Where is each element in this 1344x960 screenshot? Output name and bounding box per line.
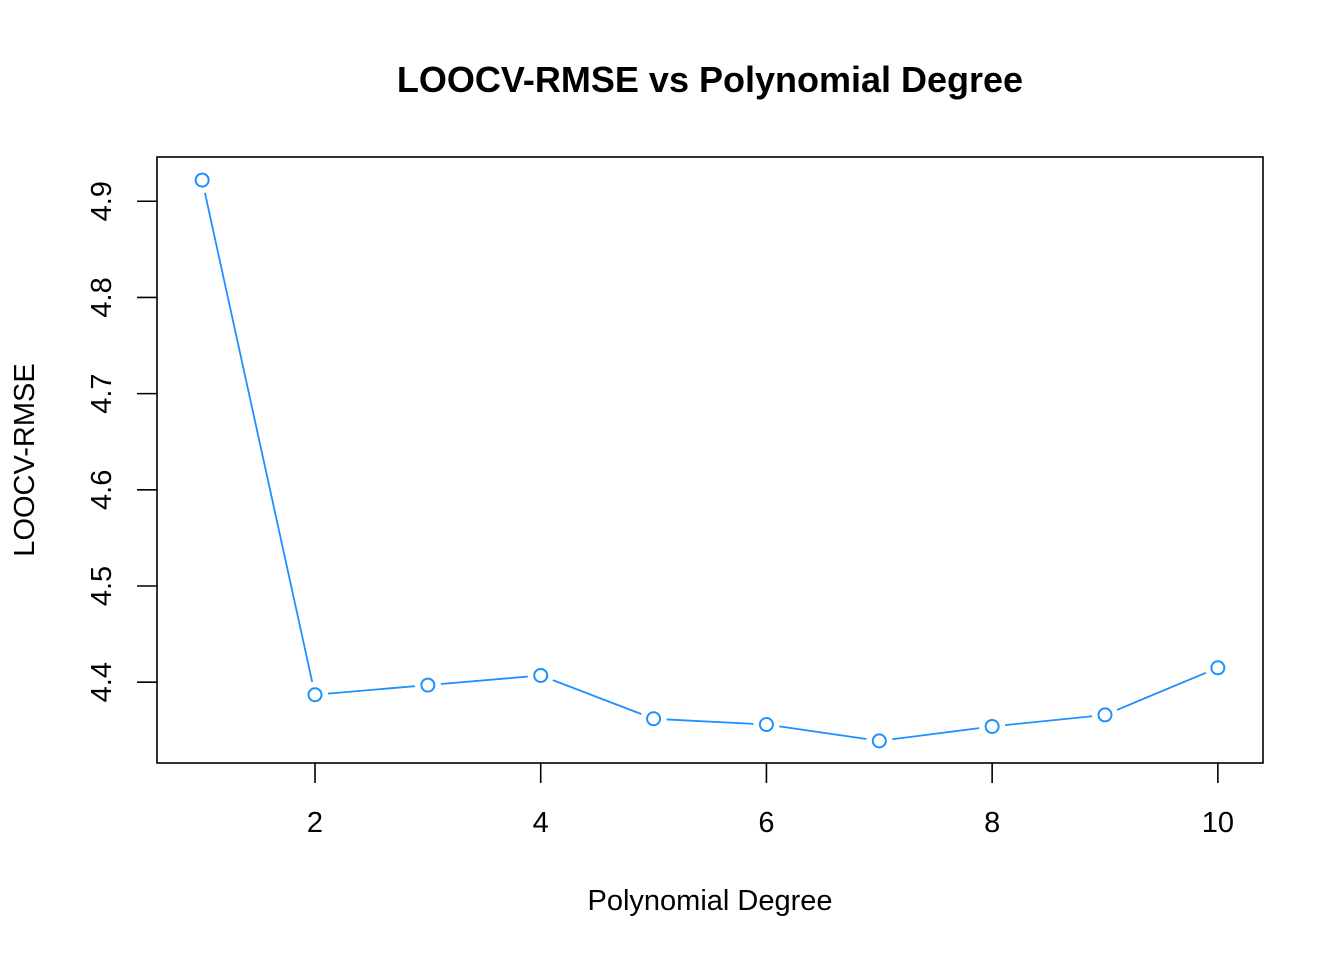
- series-line-segment: [779, 725, 867, 740]
- y-tick-label: 4.7: [86, 373, 118, 413]
- data-point: [194, 172, 210, 188]
- series-line-segment: [204, 192, 314, 683]
- y-axis: 4.4 4.5 4.6 4.7 4.8 4.9: [86, 181, 157, 702]
- x-tick-label: 10: [1202, 807, 1234, 839]
- series-line-segment: [552, 679, 642, 715]
- x-tick-label: 8: [984, 807, 1000, 839]
- chart-title: LOOCV-RMSE vs Polynomial Degree: [397, 59, 1023, 100]
- data-point: [984, 718, 1000, 734]
- series-line-segment: [892, 727, 980, 741]
- series-line-segment: [1116, 671, 1207, 711]
- series-line-segment: [1004, 715, 1093, 727]
- series-line-segment: [666, 718, 754, 725]
- data-point: [758, 717, 774, 733]
- data-point: [533, 667, 549, 683]
- y-tick-label: 4.6: [86, 470, 118, 510]
- x-tick-label: 2: [307, 807, 323, 839]
- x-axis: 2 4 6 8 10: [307, 763, 1234, 839]
- x-tick-label: 6: [758, 807, 774, 839]
- y-tick-label: 4.4: [86, 662, 118, 702]
- series-line-segment: [440, 675, 528, 685]
- x-tick-label: 4: [533, 807, 549, 839]
- y-tick-label: 4.8: [86, 277, 118, 317]
- y-tick-label: 4.9: [86, 181, 118, 221]
- data-point: [1210, 660, 1226, 676]
- data-point: [420, 677, 436, 693]
- data-point: [307, 687, 323, 703]
- plot-frame: [156, 156, 1264, 764]
- data-point: [646, 711, 662, 727]
- data-point: [1097, 707, 1113, 723]
- series-line-segment: [327, 685, 415, 695]
- x-axis-label: Polynomial Degree: [587, 885, 832, 917]
- data-point: [871, 733, 887, 749]
- y-axis-label: LOOCV-RMSE: [9, 363, 41, 556]
- y-tick-label: 4.5: [86, 566, 118, 606]
- series-layer: [194, 172, 1226, 749]
